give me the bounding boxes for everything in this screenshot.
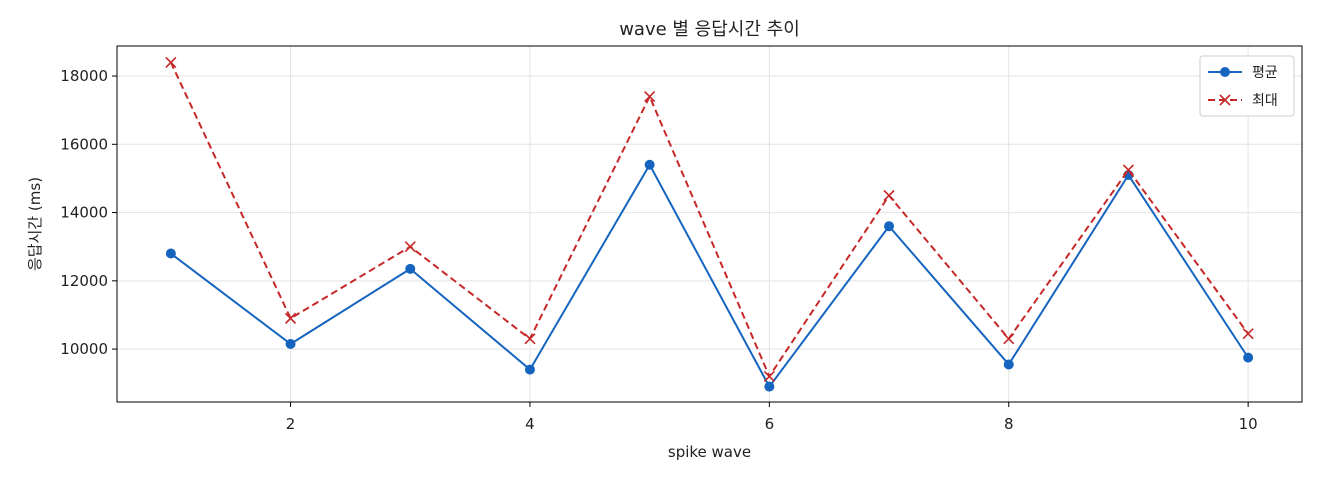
series-line-1 <box>170 163 1249 388</box>
y-tick-label: 10000 <box>60 340 108 358</box>
legend-marker <box>1220 67 1230 77</box>
legend-marker <box>1219 94 1231 106</box>
series-point <box>285 338 296 349</box>
legend-label: 최대 <box>1252 93 1278 109</box>
series-point <box>763 370 775 382</box>
series-layer <box>165 56 1254 392</box>
series-point <box>1003 359 1014 370</box>
plot-frame <box>116 45 1303 403</box>
series-point <box>405 263 416 274</box>
y-axis-label: 응답시간 (ms) <box>26 177 44 271</box>
x-tick-label: 10 <box>1239 415 1258 433</box>
series-line-2 <box>169 61 1249 378</box>
axis-ticks: 2 4 6 8 10 10000 12000 14000 16000 18000 <box>60 67 1257 433</box>
y-tick-label: 12000 <box>60 272 108 290</box>
series-point <box>524 333 536 345</box>
legend-label: 평균 <box>1252 65 1278 81</box>
chart-title: wave 별 응답시간 추이 <box>619 19 800 40</box>
y-tick-label: 16000 <box>60 135 108 153</box>
x-tick-label: 8 <box>1004 415 1014 433</box>
y-tick-label: 18000 <box>60 67 108 85</box>
x-tick-label: 6 <box>765 415 775 433</box>
series-point <box>404 241 416 253</box>
series-point <box>644 90 656 103</box>
x-tick-label: 4 <box>525 415 535 433</box>
series-point <box>1242 328 1254 340</box>
series-point <box>165 56 177 68</box>
grid-lines <box>117 46 1302 402</box>
series-point <box>1243 352 1254 363</box>
series-point <box>165 248 176 259</box>
x-axis-label: spike wave <box>668 443 751 461</box>
series-point <box>883 189 895 202</box>
series-point <box>1122 164 1135 176</box>
series-point <box>284 312 297 324</box>
series-point <box>764 381 775 392</box>
legend-box <box>1199 55 1295 117</box>
series-point <box>1003 333 1015 345</box>
series-point <box>884 221 895 232</box>
x-tick-label: 2 <box>286 415 296 433</box>
series-point <box>644 159 655 170</box>
series-point <box>524 364 535 375</box>
y-tick-label: 14000 <box>60 204 108 222</box>
